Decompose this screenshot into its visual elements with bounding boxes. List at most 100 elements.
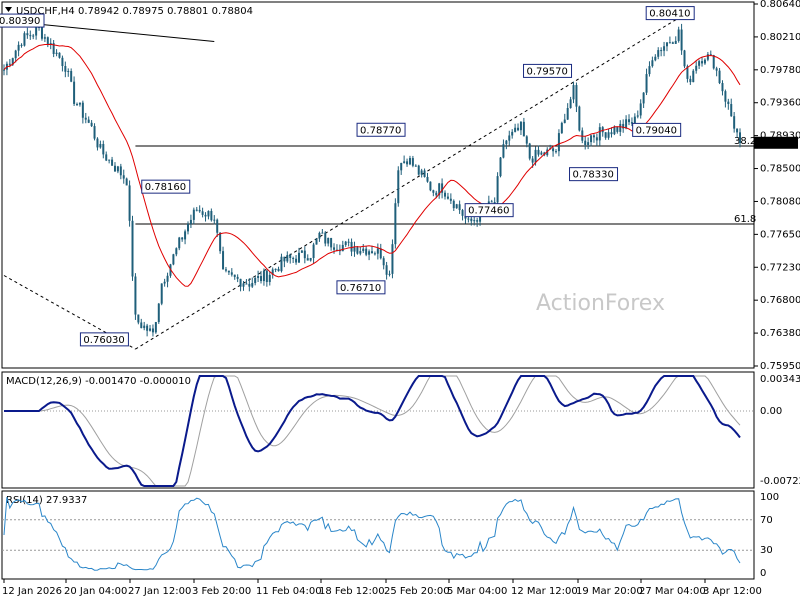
rsi-tick-label: 70 xyxy=(760,515,773,526)
candle-body xyxy=(557,133,560,152)
candle-body xyxy=(198,209,201,212)
candle-body xyxy=(128,185,131,221)
candle-body xyxy=(724,91,727,102)
annotation-label: 0.79570 xyxy=(527,66,568,77)
macd-signal-line xyxy=(4,375,741,487)
candle-body xyxy=(265,270,268,283)
candle-body xyxy=(698,61,701,66)
candle-body xyxy=(102,143,105,155)
candle-body xyxy=(67,71,70,73)
candle-body xyxy=(493,202,496,204)
candle-body xyxy=(715,68,718,71)
candle-body xyxy=(522,121,525,137)
candle-body xyxy=(464,215,467,219)
candle-body xyxy=(172,254,175,265)
candle-body xyxy=(289,255,292,258)
candle-body xyxy=(280,256,283,272)
candle-body xyxy=(534,149,537,163)
candle-body xyxy=(303,250,306,259)
candle-body xyxy=(572,85,575,100)
candle-body xyxy=(113,165,116,172)
candle-body xyxy=(96,138,99,148)
candle-body xyxy=(446,196,449,199)
candle-body xyxy=(455,204,458,209)
last-price-tag: 0.78804 xyxy=(754,136,798,150)
candle-body xyxy=(438,183,441,196)
candle-body xyxy=(444,192,447,197)
candle-body xyxy=(160,283,163,304)
candle-body xyxy=(397,170,400,204)
candle-body xyxy=(371,251,373,254)
annotation-box xyxy=(645,6,695,21)
fib-level-label: 61.8 xyxy=(734,214,756,225)
candle-body xyxy=(467,218,470,220)
candle-body xyxy=(184,231,187,240)
candle-body xyxy=(403,161,406,163)
candle-body xyxy=(105,154,108,161)
price-axis: 0.80640 0.80210 0.79780 0.79360 0.78930 0.785… xyxy=(754,0,800,372)
candle-body xyxy=(601,127,604,133)
candle-body xyxy=(76,103,79,105)
price-series xyxy=(3,21,741,337)
candle-body xyxy=(546,149,549,156)
candle-body xyxy=(119,166,122,176)
candle-body xyxy=(52,43,55,54)
price-tick-label: 0.80210 xyxy=(760,32,800,43)
time-axis: 12 Jan 2026 20 Jan 04:00 27 Jan 12:00 3 Feb… xyxy=(2,579,762,597)
annotation-box xyxy=(569,167,619,182)
candle-body xyxy=(140,322,143,329)
candle-body xyxy=(330,238,333,248)
candle-body xyxy=(411,158,414,166)
candle-body xyxy=(590,135,593,143)
candle-body xyxy=(739,132,741,144)
candle-body xyxy=(525,136,528,144)
candle-body xyxy=(514,127,517,132)
price-annotations: 0.80390 0.76030 0.78160 0.76710 0.78770 0.774… xyxy=(0,6,695,347)
moving-average xyxy=(3,43,741,287)
candle-body xyxy=(137,314,140,323)
candle-body xyxy=(432,190,435,193)
candle-body xyxy=(236,276,239,279)
candle-body xyxy=(166,275,169,282)
candle-body xyxy=(537,149,540,155)
candle-body xyxy=(14,50,17,59)
candle-body xyxy=(300,250,303,253)
candle-body xyxy=(555,151,557,153)
candle-body xyxy=(385,265,388,275)
price-tick-label: 0.78080 xyxy=(760,196,800,207)
candle-body xyxy=(435,192,438,196)
time-tick-label: 11 Feb 04:00 xyxy=(256,586,322,597)
candle-body xyxy=(219,232,222,252)
candle-body xyxy=(344,241,347,245)
candle-body xyxy=(540,152,543,155)
candle-body xyxy=(321,232,324,234)
macd-tick-label: 0.003432 xyxy=(760,374,800,385)
candle-body xyxy=(651,60,654,67)
candle-body xyxy=(40,26,43,39)
candle-body xyxy=(473,220,476,222)
time-tick-label: 3 Apr 12:00 xyxy=(703,586,762,597)
rsi-axis: 100 70 30 0 xyxy=(760,492,779,579)
candle-body xyxy=(560,122,563,134)
candle-body xyxy=(671,42,674,44)
candle-body xyxy=(677,29,680,41)
candle-body xyxy=(318,232,321,239)
price-tick-label: 0.79360 xyxy=(760,98,800,109)
triangle-down-icon[interactable] xyxy=(5,7,12,12)
candle-body xyxy=(362,248,365,252)
candle-body xyxy=(356,247,359,254)
candle-body xyxy=(23,33,26,46)
candle-body xyxy=(575,85,578,107)
candle-body xyxy=(46,37,49,45)
candle-body xyxy=(616,127,619,132)
candle-body xyxy=(233,274,236,277)
candle-body xyxy=(642,92,645,104)
annotation-box xyxy=(336,280,386,295)
rsi-title: RSI(14) 27.9337 xyxy=(6,495,87,506)
macd-panel-frame xyxy=(1,371,755,489)
candle-body xyxy=(727,101,730,105)
candle-body xyxy=(400,162,403,171)
candle-body xyxy=(490,201,493,203)
support-trendline xyxy=(3,275,136,350)
